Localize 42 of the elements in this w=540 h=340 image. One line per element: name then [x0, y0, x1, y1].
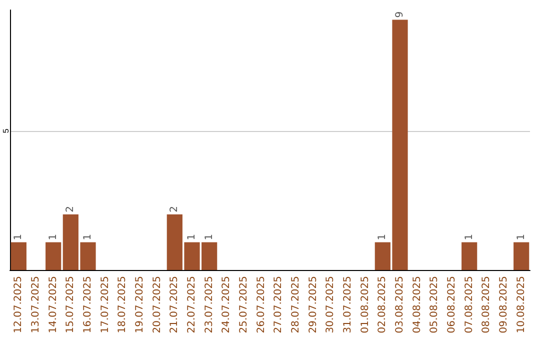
x-tick-label: 31.07.2025	[342, 276, 354, 334]
x-tick-label: 22.07.2025	[186, 276, 198, 334]
data-label: 1	[204, 234, 215, 240]
x-tick-label: 10.08.2025	[516, 276, 527, 334]
data-label: 1	[13, 234, 24, 240]
x-tick-label: 05.08.2025	[429, 276, 440, 334]
x-tick-label: 08.08.2025	[481, 276, 492, 334]
x-tick-label: 20.07.2025	[152, 276, 163, 334]
x-tick-label: 01.08.2025	[360, 276, 371, 334]
data-label: 1	[377, 234, 388, 240]
x-tick-label: 06.08.2025	[446, 276, 458, 334]
x-tick-label: 07.08.2025	[464, 276, 475, 334]
x-tick-label: 30.07.2025	[325, 276, 336, 334]
data-label: 1	[464, 234, 475, 240]
x-tick-label: 15.07.2025	[65, 276, 76, 334]
x-tick-label: 14.07.2025	[48, 276, 59, 334]
data-label: 1	[186, 234, 198, 240]
x-tick-label: 13.07.2025	[30, 276, 42, 334]
x-tick-label: 27.07.2025	[273, 276, 284, 334]
x-tick-label: 25.07.2025	[238, 276, 250, 334]
x-tick-label: 04.08.2025	[412, 276, 423, 334]
x-tick-label: 19.07.2025	[134, 276, 146, 334]
x-tick-label: 16.07.2025	[82, 276, 94, 334]
x-tick-label: 02.08.2025	[377, 276, 388, 334]
data-label: 2	[65, 206, 76, 212]
x-tick-label: 21.07.2025	[169, 276, 180, 334]
data-label: 1	[516, 234, 527, 240]
x-tick-label: 23.07.2025	[204, 276, 215, 334]
x-tick-label: 12.07.2025	[13, 276, 24, 334]
x-tick-label: 28.07.2025	[290, 276, 302, 334]
x-tick-label: 09.08.2025	[498, 276, 510, 334]
x-tick-label: 24.07.2025	[221, 276, 232, 334]
x-tick-label: 03.08.2025	[394, 276, 406, 334]
y-tick-label: 5	[2, 128, 10, 134]
data-label: 1	[48, 234, 59, 240]
x-tick-label: 29.07.2025	[308, 276, 319, 334]
data-label: 1	[82, 234, 94, 240]
x-tick-label: 17.07.2025	[100, 276, 111, 334]
data-label: 2	[169, 206, 180, 212]
data-label: 9	[394, 11, 406, 18]
x-tick-label: 26.07.2025	[256, 276, 267, 334]
x-tick-label: 18.07.2025	[117, 276, 128, 334]
